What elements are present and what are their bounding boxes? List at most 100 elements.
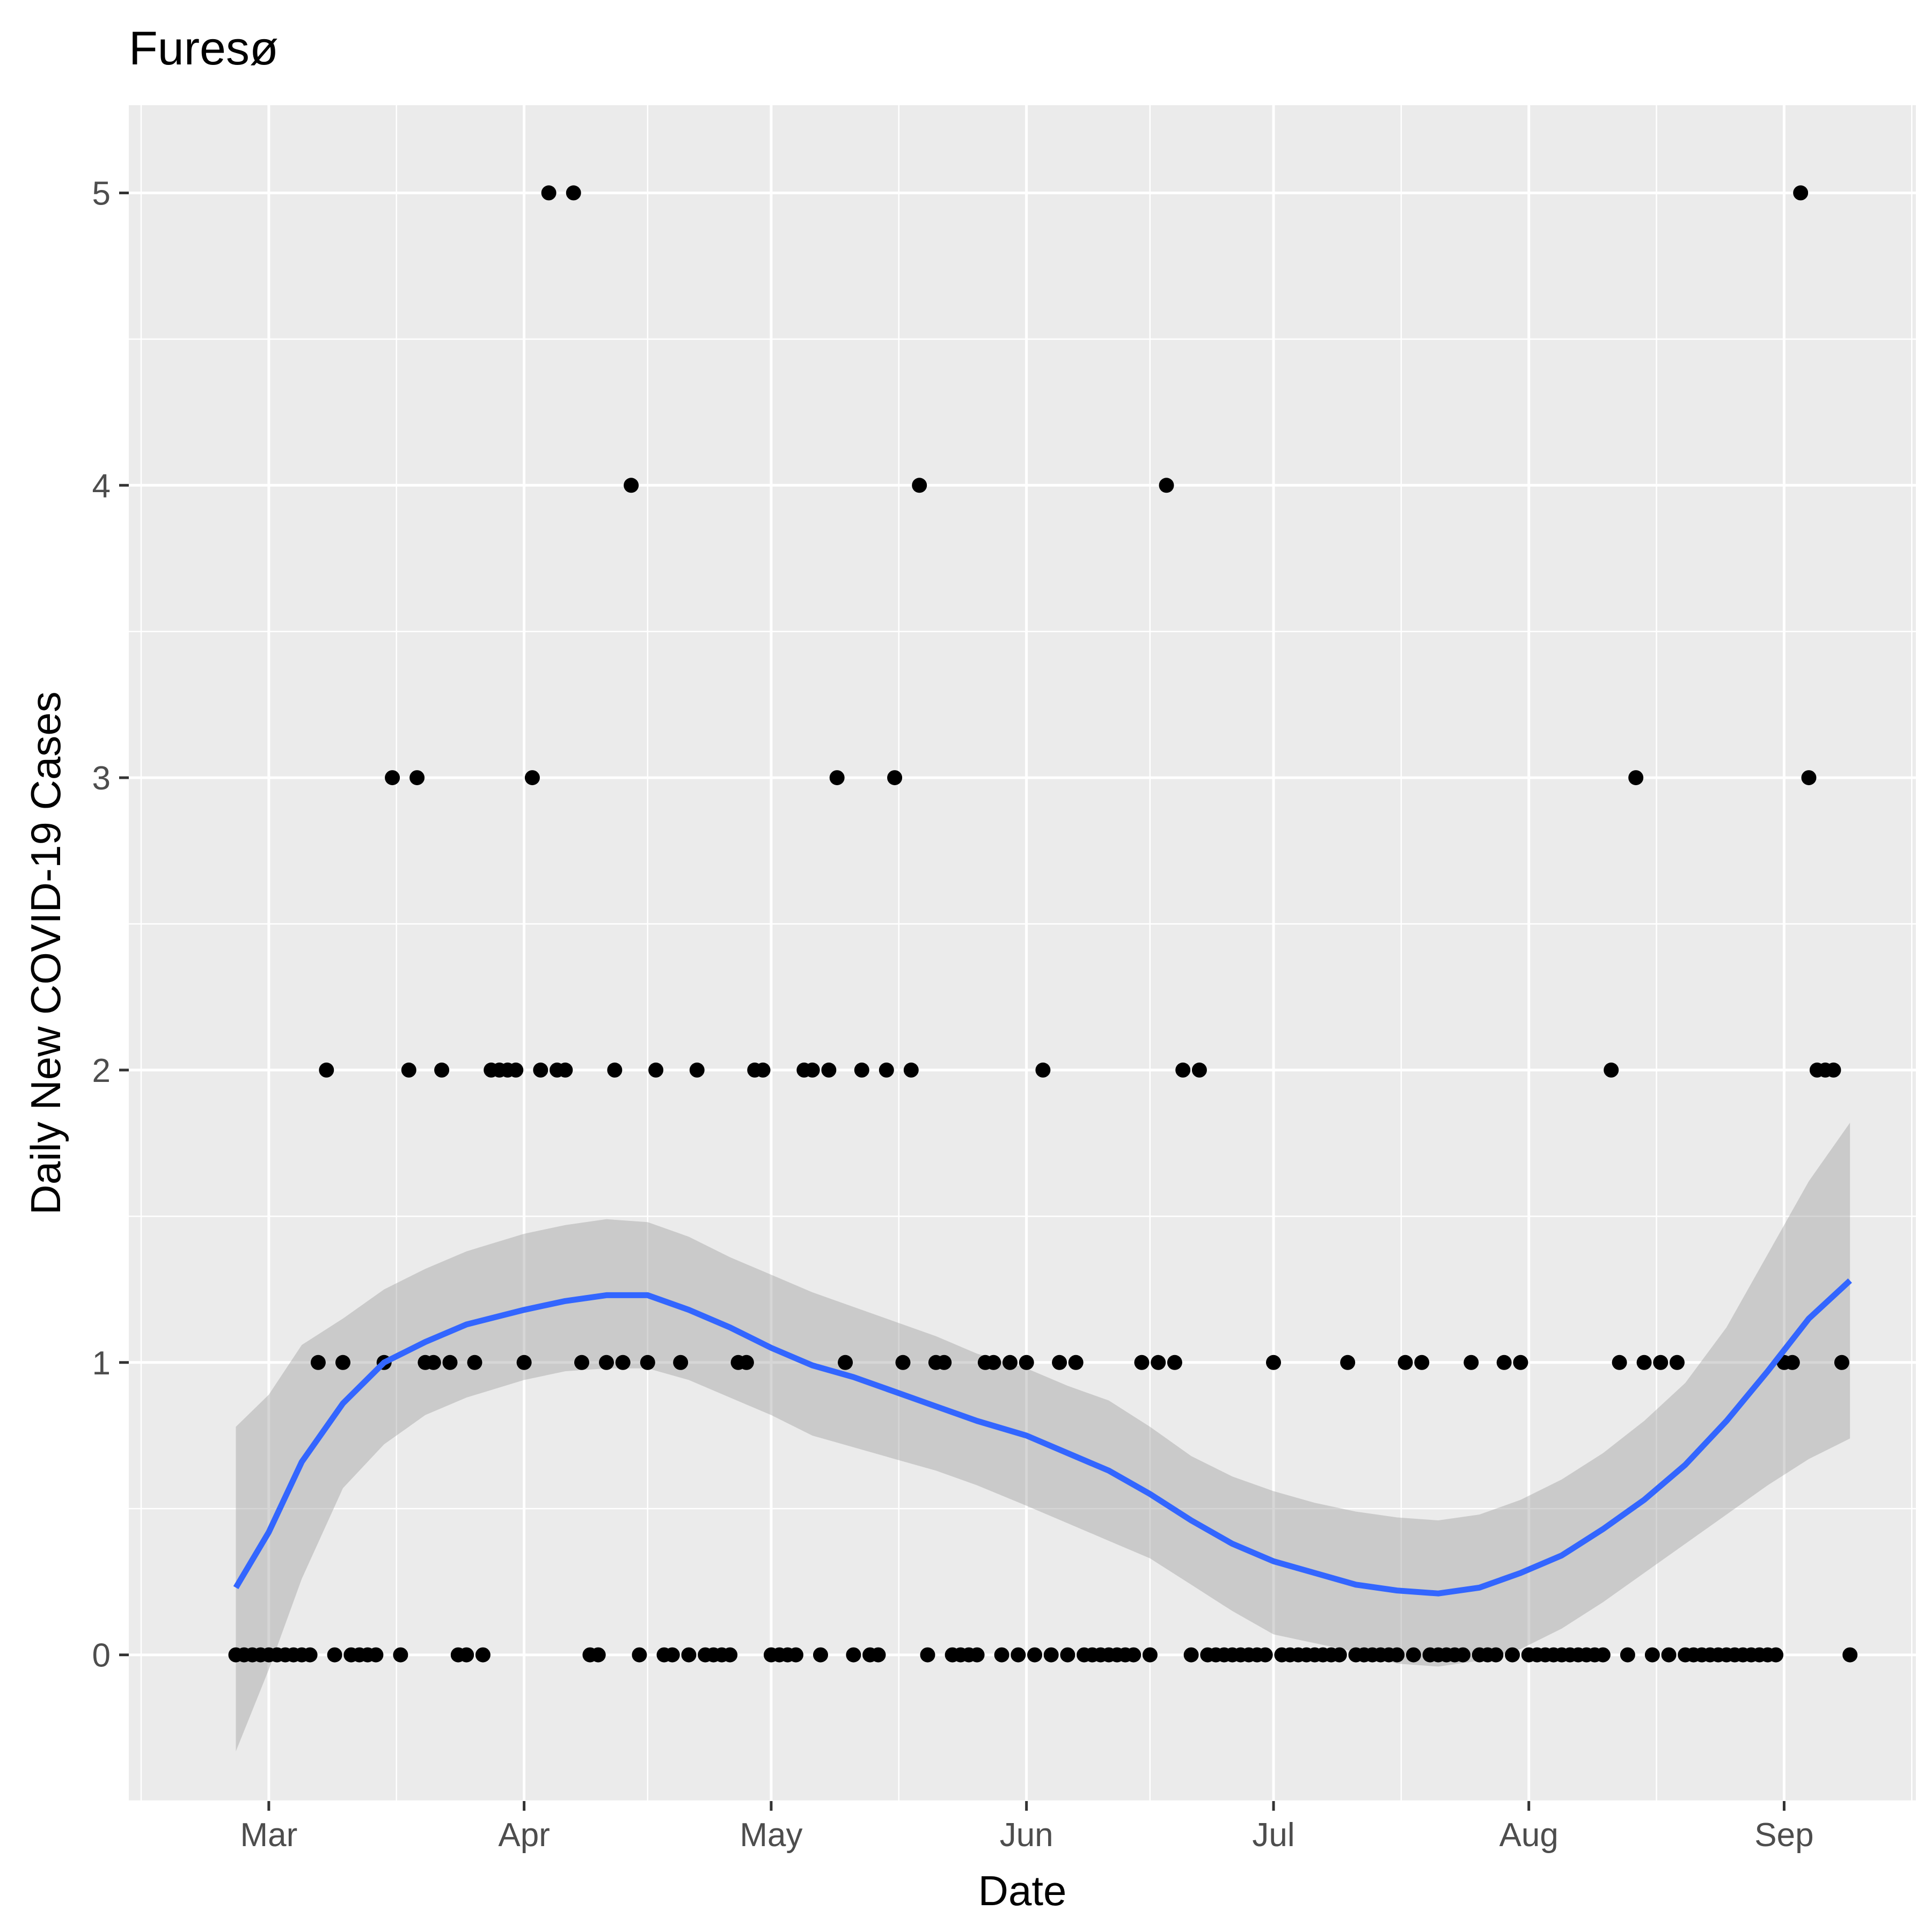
- data-point: [838, 1355, 853, 1370]
- data-point: [1801, 770, 1817, 786]
- data-point: [426, 1355, 441, 1370]
- data-point: [533, 1062, 548, 1078]
- data-point: [1389, 1647, 1405, 1663]
- data-point: [632, 1647, 647, 1663]
- data-point: [1043, 1647, 1059, 1663]
- data-point: [607, 1062, 623, 1078]
- data-point: [1002, 1355, 1018, 1370]
- data-point: [903, 1062, 919, 1078]
- data-point: [409, 770, 425, 786]
- x-tick-label: Jul: [1252, 1817, 1294, 1854]
- data-point: [1455, 1647, 1470, 1663]
- x-tick-label: May: [740, 1817, 802, 1854]
- data-point: [1620, 1647, 1635, 1663]
- data-point: [1183, 1647, 1199, 1663]
- chart-title: Furesø: [129, 21, 279, 75]
- data-point: [854, 1062, 869, 1078]
- data-point: [1060, 1647, 1075, 1663]
- data-point: [401, 1062, 416, 1078]
- data-point: [1661, 1647, 1677, 1663]
- data-point: [821, 1062, 837, 1078]
- data-point: [920, 1647, 935, 1663]
- data-point: [1604, 1062, 1619, 1078]
- y-tick-label: 1: [92, 1345, 111, 1382]
- data-point: [566, 185, 581, 201]
- data-point: [1257, 1647, 1273, 1663]
- y-tick-label: 2: [92, 1052, 111, 1089]
- data-point: [442, 1355, 458, 1370]
- data-point: [936, 1355, 952, 1370]
- data-point: [624, 478, 639, 493]
- data-point: [1011, 1647, 1026, 1663]
- data-point: [870, 1647, 886, 1663]
- data-point: [1834, 1355, 1849, 1370]
- data-point: [467, 1355, 482, 1370]
- data-point: [1331, 1647, 1347, 1663]
- data-point: [1151, 1355, 1166, 1370]
- data-point: [640, 1355, 655, 1370]
- data-point: [1636, 1355, 1652, 1370]
- data-point: [302, 1647, 318, 1663]
- x-axis-title: Date: [978, 1867, 1067, 1914]
- data-point: [590, 1647, 606, 1663]
- data-point: [879, 1062, 894, 1078]
- data-point: [1670, 1355, 1685, 1370]
- data-point: [1513, 1355, 1528, 1370]
- data-point: [1793, 185, 1809, 201]
- x-tick-label: Mar: [240, 1817, 297, 1854]
- data-point: [788, 1647, 803, 1663]
- data-point: [475, 1647, 491, 1663]
- data-point: [524, 770, 540, 786]
- data-point: [755, 1062, 771, 1078]
- data-point: [459, 1647, 474, 1663]
- data-point: [599, 1355, 614, 1370]
- data-point: [558, 1062, 573, 1078]
- data-point: [1406, 1647, 1421, 1663]
- data-point: [1142, 1647, 1158, 1663]
- data-point: [574, 1355, 589, 1370]
- data-point: [722, 1647, 738, 1663]
- data-point: [368, 1647, 384, 1663]
- data-point: [664, 1647, 680, 1663]
- data-point: [648, 1062, 664, 1078]
- x-tick-label: Sep: [1754, 1817, 1813, 1854]
- x-tick-label: Aug: [1499, 1817, 1558, 1854]
- data-point: [1052, 1355, 1067, 1370]
- data-point: [1653, 1355, 1668, 1370]
- smooth-line: [233, 1278, 1852, 1597]
- data-point: [1397, 1355, 1413, 1370]
- data-point: [986, 1355, 1001, 1370]
- data-point: [385, 770, 400, 786]
- data-point: [310, 1355, 326, 1370]
- data-point: [434, 1062, 450, 1078]
- data-point: [813, 1647, 828, 1663]
- grid: [129, 105, 1916, 1802]
- data-points: [228, 185, 1858, 1663]
- data-point: [1191, 1062, 1207, 1078]
- data-point: [516, 1355, 532, 1370]
- data-point: [804, 1062, 820, 1078]
- data-point: [1628, 770, 1644, 786]
- data-point: [1068, 1355, 1084, 1370]
- data-point: [615, 1355, 631, 1370]
- x-tick-label: Jun: [1000, 1817, 1053, 1854]
- data-point: [969, 1647, 985, 1663]
- data-point: [1019, 1355, 1034, 1370]
- data-point: [1266, 1355, 1281, 1370]
- y-tick-label: 0: [92, 1637, 111, 1674]
- data-point: [912, 478, 927, 493]
- data-point: [335, 1355, 350, 1370]
- data-point: [1488, 1647, 1504, 1663]
- y-axis-title: Daily New COVID-19 Cases: [22, 691, 69, 1214]
- data-point: [895, 1355, 911, 1370]
- data-point: [1644, 1647, 1660, 1663]
- data-point: [1126, 1647, 1141, 1663]
- data-point: [1134, 1355, 1150, 1370]
- data-point: [1505, 1647, 1520, 1663]
- y-tick-label: 3: [92, 760, 111, 797]
- x-tick-label: Apr: [498, 1817, 550, 1854]
- smooth-line-group: [233, 1278, 1852, 1597]
- data-point: [1595, 1647, 1611, 1663]
- data-point: [846, 1647, 861, 1663]
